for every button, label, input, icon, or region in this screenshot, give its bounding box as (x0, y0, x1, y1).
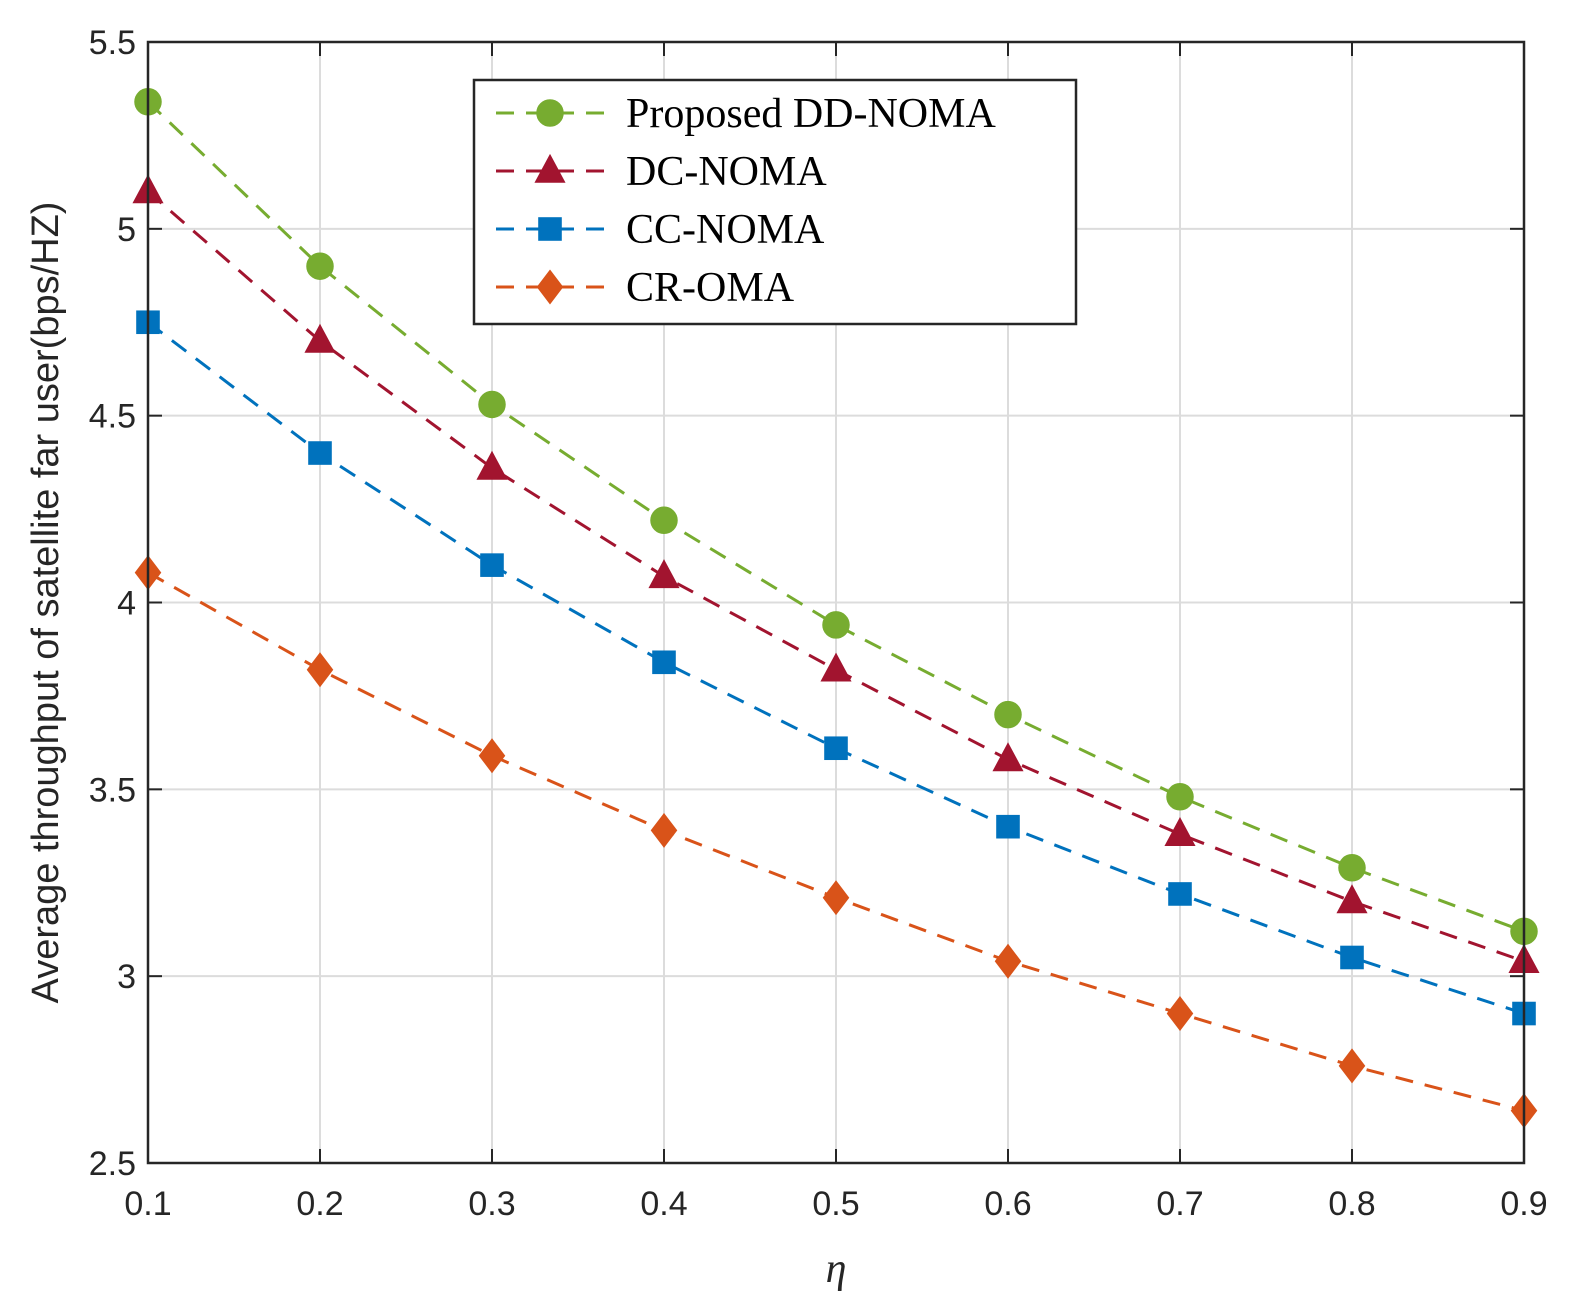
x-tick-label: 0.5 (812, 1185, 859, 1223)
data-point-diamond (994, 943, 1022, 979)
data-point-triangle (1164, 816, 1196, 846)
data-point-circle (1166, 783, 1194, 811)
data-point-diamond (1338, 1048, 1366, 1084)
data-point-triangle (1336, 884, 1368, 914)
legend-marker-square (538, 217, 562, 241)
data-point-square (824, 736, 848, 761)
y-tick-label: 3 (117, 958, 136, 996)
legend-label: CR-OMA (626, 265, 795, 311)
legend-marker-diamond (536, 269, 564, 305)
data-point-circle (478, 390, 506, 419)
data-point-square (652, 650, 676, 675)
legend-label: Proposed DD-NOMA (626, 91, 996, 137)
legend: Proposed DD-NOMA DC-NOMA CC-NOMA CR-OMA (472, 78, 1078, 326)
x-tick-label: 0.9 (1500, 1185, 1547, 1223)
legend-marker-triangle (534, 153, 566, 183)
x-tick-label: 0.3 (468, 1185, 515, 1223)
data-point-triangle (820, 652, 852, 682)
data-point-circle (994, 700, 1022, 729)
x-tick-label: 0.6 (984, 1185, 1031, 1223)
data-point-square (480, 553, 504, 577)
y-tick-label: 5 (117, 211, 136, 249)
x-tick-label: 0.8 (1328, 1185, 1375, 1223)
data-point-square (308, 441, 332, 465)
y-axis-label: Average throughput of satellite far user… (25, 202, 67, 1004)
y-tick-labels: 2.5 3 3.5 4 4.5 5 5.5 (89, 24, 136, 1183)
series-line-0 (146, 100, 1525, 933)
data-point-triangle (476, 450, 508, 480)
x-axis-label: η (826, 1246, 847, 1292)
data-point-diamond (478, 738, 506, 774)
x-tick-label: 0.7 (1156, 1185, 1203, 1223)
x-tick-labels: 0.1 0.2 0.3 0.4 0.5 0.6 0.7 0.8 0.9 (124, 1185, 1547, 1223)
data-point-circle (650, 506, 678, 535)
data-point-triangle (992, 742, 1024, 772)
x-tick-label: 0.4 (640, 1185, 687, 1223)
legend-marker-circle (536, 99, 564, 127)
data-point-diamond (650, 812, 678, 848)
y-tick-label: 4 (117, 585, 136, 623)
series-markers (132, 88, 1540, 1129)
y-tick-label: 5.5 (89, 24, 136, 62)
data-point-diamond (1166, 996, 1194, 1032)
legend-box (472, 78, 1078, 326)
legend-label: DC-NOMA (626, 149, 827, 195)
x-tick-label: 0.2 (296, 1185, 343, 1223)
x-tick-label: 0.1 (124, 1185, 171, 1223)
data-point-circle (1338, 854, 1366, 882)
data-point-square (1340, 945, 1364, 970)
data-point-triangle (648, 559, 680, 589)
data-point-square (1168, 882, 1192, 906)
data-point-diamond (822, 880, 850, 916)
data-point-circle (822, 611, 850, 639)
axis-ticks (147, 41, 1525, 1164)
data-point-square (996, 814, 1020, 839)
data-point-diamond (306, 652, 334, 688)
y-tick-label: 3.5 (89, 771, 136, 809)
y-tick-label: 4.5 (89, 398, 136, 436)
legend-label: CC-NOMA (626, 207, 825, 253)
data-point-circle (306, 252, 334, 280)
y-tick-label: 2.5 (89, 1145, 136, 1183)
data-point-triangle (304, 323, 336, 353)
